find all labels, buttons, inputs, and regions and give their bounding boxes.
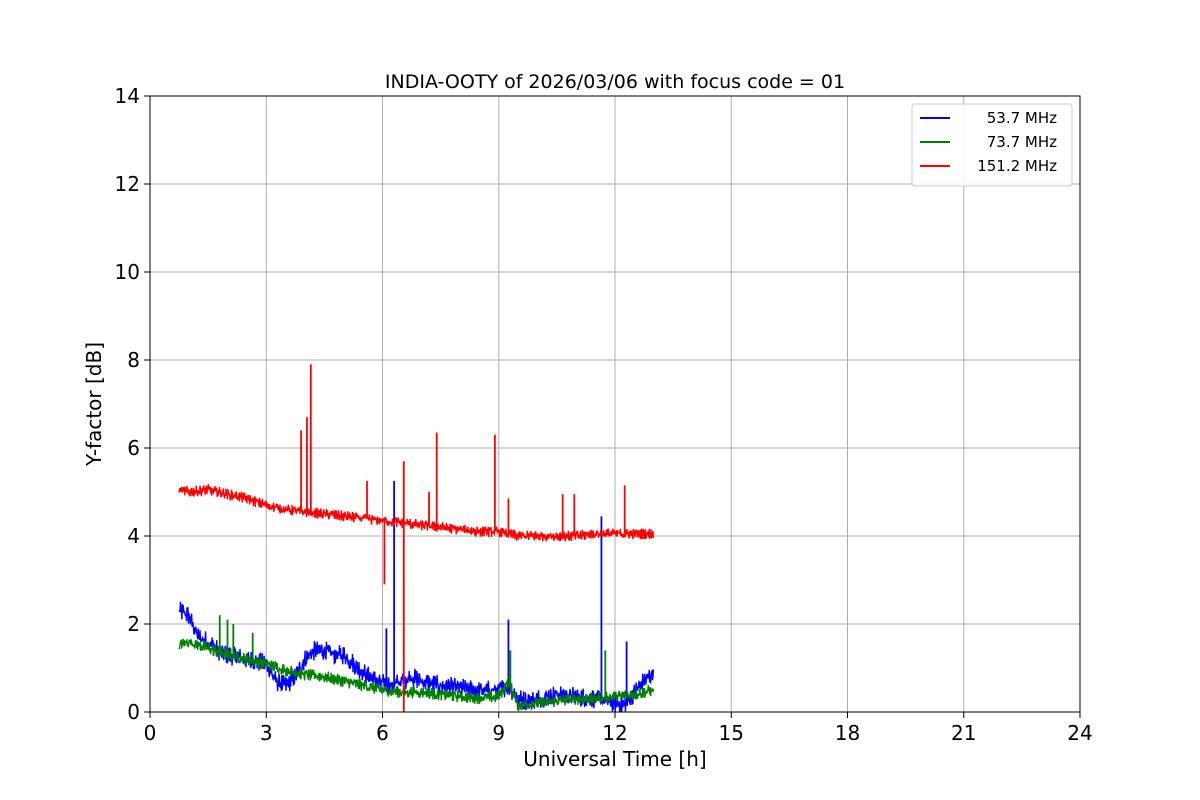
series-1 — [178, 615, 655, 712]
legend: 53.7 MHz 73.7 MHz 151.2 MHz — [911, 103, 1073, 187]
legend-box — [911, 103, 1073, 187]
y-tick-label: 14 — [115, 84, 140, 108]
x-tick-label: 24 — [1067, 721, 1092, 745]
y-tick-label: 6 — [127, 436, 140, 460]
y-tick-label: 2 — [127, 612, 140, 636]
legend-label: 53.7 MHz — [987, 109, 1057, 127]
series-2 — [178, 364, 655, 712]
x-axis-label: Universal Time [h] — [523, 747, 706, 771]
y-axis-label: Y-factor [dB] — [82, 342, 106, 467]
x-tick-label: 21 — [951, 721, 976, 745]
x-tick-label: 6 — [376, 721, 389, 745]
x-tick-label: 0 — [144, 721, 157, 745]
x-tick-label: 9 — [492, 721, 505, 745]
x-tick-label: 12 — [602, 721, 627, 745]
y-tick-label: 4 — [127, 524, 140, 548]
x-tick-label: 3 — [260, 721, 273, 745]
series-line — [178, 637, 655, 712]
series-layer — [178, 364, 655, 713]
y-tick-label: 0 — [127, 700, 140, 724]
legend-label: 73.7 MHz — [987, 133, 1057, 151]
chart-title: INDIA-OOTY of 2026/03/06 with focus code… — [385, 71, 845, 93]
series-0 — [178, 481, 655, 713]
y-tick-label: 8 — [127, 348, 140, 372]
series-line — [178, 484, 655, 542]
x-tick-label: 18 — [835, 721, 860, 745]
legend-label: 151.2 MHz — [977, 157, 1057, 175]
x-tick-label: 15 — [719, 721, 744, 745]
y-tick-label: 12 — [115, 172, 140, 196]
series-line — [178, 601, 655, 713]
y-tick-label: 10 — [115, 260, 140, 284]
